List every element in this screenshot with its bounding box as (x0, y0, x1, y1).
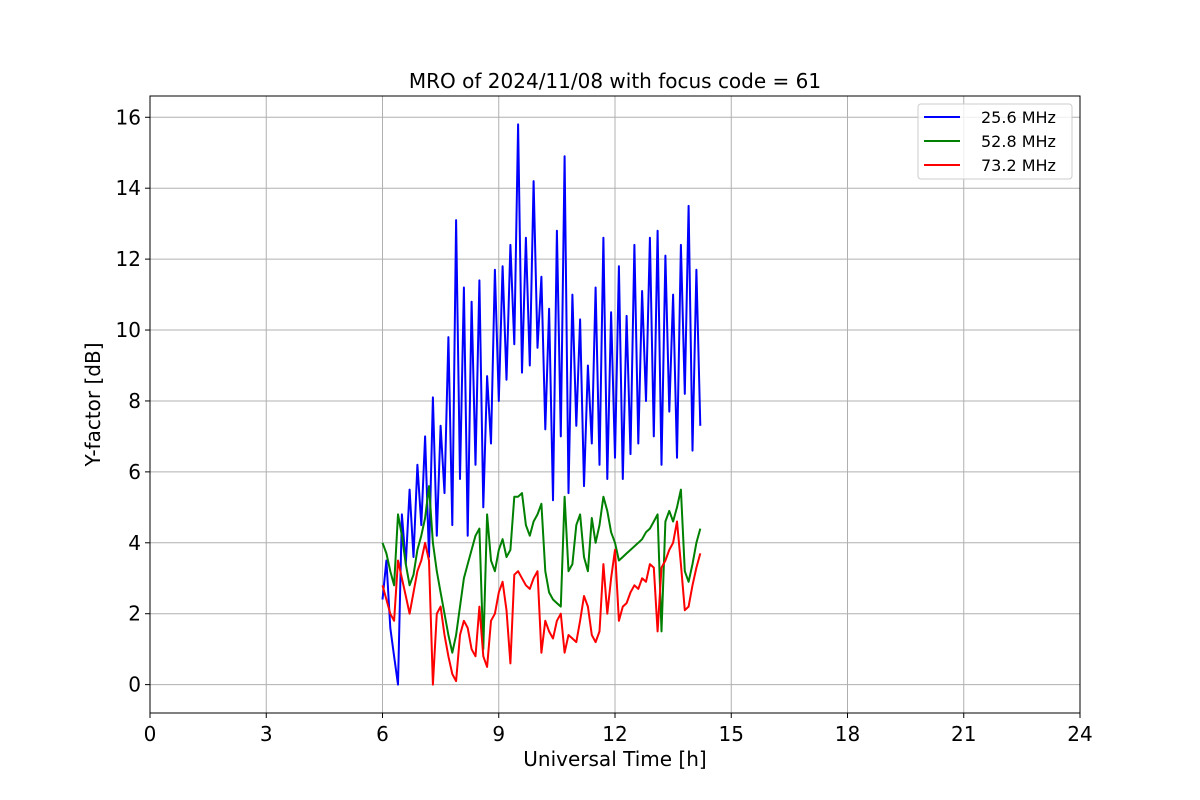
legend: 25.6 MHz 52.8 MHz 73.2 MHz (917, 103, 1073, 180)
x-tick-label: 21 (951, 722, 976, 746)
series-lines (381, 123, 702, 686)
x-axis-ticks: 0 3 6 9 12 15 18 21 24 (144, 713, 1093, 746)
grid-lines (149, 96, 1081, 713)
legend-entry: 73.2 MHz (924, 156, 1056, 175)
legend-label: 52.8 MHz (981, 132, 1056, 151)
y-tick-label: 14 (116, 176, 141, 200)
y-tick-label: 2 (128, 602, 141, 626)
y-axis-label: Y-factor [dB] (81, 342, 105, 467)
x-tick-label: 24 (1067, 722, 1092, 746)
legend-entry: 25.6 MHz (924, 108, 1056, 127)
x-tick-label: 6 (376, 722, 389, 746)
legend-label: 25.6 MHz (981, 108, 1056, 127)
x-tick-label: 18 (835, 722, 860, 746)
x-tick-label: 15 (719, 722, 744, 746)
y-tick-label: 10 (116, 318, 141, 342)
legend-entry: 52.8 MHz (924, 132, 1056, 151)
legend-label: 73.2 MHz (981, 156, 1056, 175)
y-tick-label: 16 (116, 105, 141, 129)
chart-title: MRO of 2024/11/08 with focus code = 61 (409, 69, 821, 93)
y-tick-label: 12 (116, 247, 141, 271)
x-tick-label: 3 (260, 722, 273, 746)
legend-box (917, 103, 1073, 180)
x-tick-label: 9 (492, 722, 505, 746)
y-tick-label: 4 (128, 531, 141, 555)
x-tick-label: 12 (602, 722, 627, 746)
x-axis-label: Universal Time [h] (523, 747, 706, 771)
series-line-3 (381, 520, 702, 686)
y-tick-label: 0 (128, 673, 141, 697)
x-tick-label: 0 (144, 722, 157, 746)
y-tick-label: 6 (128, 460, 141, 484)
y-axis-ticks: 0 2 4 6 8 10 12 14 16 (116, 105, 150, 697)
series-line-1 (381, 123, 702, 686)
y-tick-label: 8 (128, 389, 141, 413)
series-line-2 (381, 485, 702, 654)
